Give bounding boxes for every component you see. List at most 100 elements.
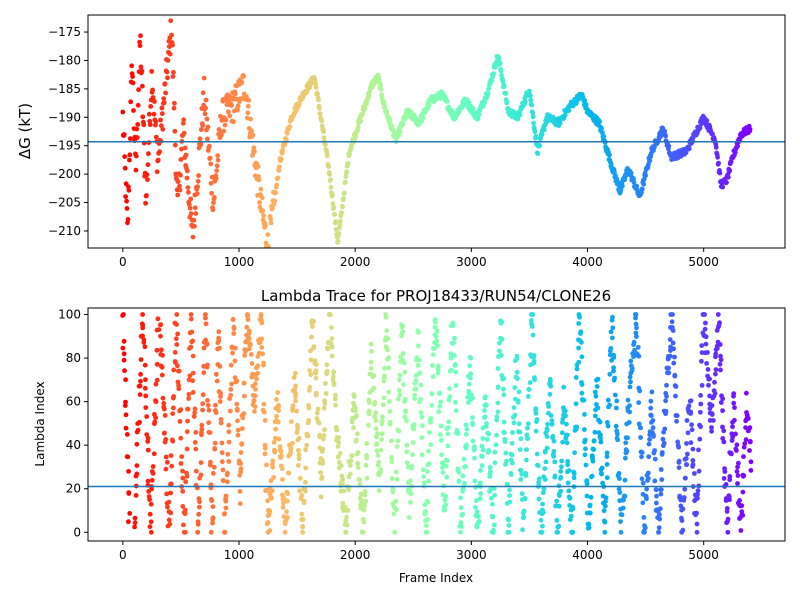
lambda-point: [473, 505, 478, 510]
delta-g-point: [207, 155, 213, 161]
lambda-point: [534, 451, 540, 457]
lambda-point: [345, 507, 351, 513]
lambda-point: [242, 393, 247, 399]
lambda-point: [412, 392, 418, 398]
lambda-point: [576, 345, 581, 351]
lambda-point: [652, 456, 658, 462]
lambda-point: [699, 358, 704, 364]
lambda-point: [169, 463, 175, 469]
lambda-point: [690, 446, 696, 452]
lambda-point: [747, 448, 752, 453]
lambda-point: [123, 425, 129, 431]
delta-g-point: [330, 201, 336, 207]
lambda-point: [279, 453, 284, 458]
lambda-point: [404, 460, 410, 466]
lambda-y-ticks: 0 20 40 60 80 100: [58, 308, 88, 539]
lambda-point: [138, 357, 144, 362]
lambda-y-axis-label: Lambda Index: [33, 381, 47, 466]
delta-g-point: [131, 108, 136, 113]
lambda-point: [638, 425, 643, 431]
lambda-point: [715, 312, 721, 317]
lambda-point: [447, 394, 453, 399]
lambda-point: [366, 408, 372, 414]
lambda-point: [695, 492, 700, 497]
lambda-point: [402, 414, 408, 420]
lambda-point: [532, 377, 537, 383]
lambda-point: [235, 408, 240, 413]
lambda-point: [586, 525, 592, 530]
lambda-point: [294, 408, 300, 414]
lambda-point: [735, 481, 740, 486]
lambda-point: [695, 495, 700, 501]
lambda-point: [184, 429, 190, 435]
lambda-point: [230, 350, 236, 356]
lambda-point: [670, 328, 676, 333]
delta-g-point: [378, 83, 384, 88]
lambda-point: [329, 336, 335, 341]
lambda-point: [343, 529, 349, 535]
lambda-point: [636, 421, 642, 427]
delta-g-point: [600, 130, 605, 136]
lambda-point: [556, 503, 562, 509]
lambda-point: [543, 459, 549, 465]
lambda-point: [313, 368, 319, 374]
delta-g-point: [215, 157, 221, 163]
lambda-point: [702, 312, 707, 317]
lambda-point: [311, 344, 317, 349]
lambda-point: [159, 347, 164, 353]
lambda-point: [485, 450, 491, 455]
lambda-point: [602, 519, 608, 525]
lambda-point: [560, 416, 566, 422]
lambda-point: [351, 425, 356, 431]
lambda-point: [197, 504, 202, 510]
lambda-point: [417, 370, 423, 376]
delta-g-point: [198, 141, 204, 147]
lambda-point: [742, 441, 748, 446]
lambda-point: [425, 469, 430, 474]
lambda-point: [341, 488, 347, 494]
delta-g-point: [133, 167, 139, 173]
lambda-point: [163, 454, 169, 460]
lambda-point: [703, 334, 709, 340]
delta-g-point: [202, 111, 208, 117]
lambda-point: [506, 517, 512, 523]
lambda-point: [154, 361, 160, 367]
lambda-point: [121, 357, 127, 363]
lambda-point: [160, 395, 166, 401]
lambda-point: [354, 413, 359, 419]
lambda-point: [120, 313, 125, 318]
lambda-point: [178, 461, 184, 466]
lambda-point: [709, 412, 715, 417]
lambda-point: [424, 523, 429, 528]
delta-g-point: [528, 97, 534, 103]
lambda-point: [482, 414, 488, 420]
lambda-point: [628, 379, 633, 385]
lambda-point: [389, 455, 394, 460]
lambda-point: [599, 471, 604, 476]
lambda-point: [567, 517, 573, 522]
delta-g-point: [179, 146, 184, 152]
delta-g-point: [666, 143, 672, 149]
lambda-point: [666, 365, 671, 371]
lambda-point: [546, 404, 551, 409]
lambda-point: [262, 451, 268, 457]
lambda-point: [734, 442, 740, 448]
lambda-point: [647, 437, 652, 442]
lambda-point: [491, 528, 496, 533]
lambda-point: [509, 452, 515, 458]
lambda-point: [679, 518, 685, 523]
lambda-point: [280, 477, 285, 482]
lambda-point: [686, 403, 692, 409]
lambda-point: [651, 450, 657, 456]
lambda-point: [632, 347, 637, 353]
lambda-point: [162, 413, 168, 418]
delta-g-point: [199, 127, 204, 132]
lambda-point: [221, 478, 226, 483]
lambda-point: [178, 407, 184, 413]
delta-g-point: [201, 75, 207, 81]
lambda-point: [225, 451, 231, 457]
lambda-point: [675, 439, 681, 445]
delta-g-point: [639, 186, 645, 192]
lambda-point: [204, 364, 210, 370]
lambda-point: [618, 519, 623, 524]
